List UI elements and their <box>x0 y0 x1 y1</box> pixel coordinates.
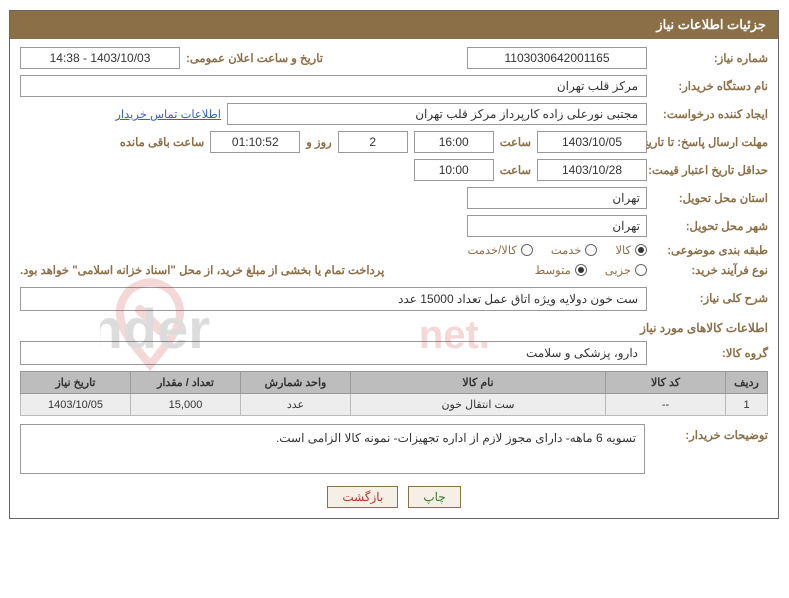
city-label: شهر محل تحویل: <box>653 219 768 233</box>
overall-label: شرح کلی نیاز: <box>653 287 768 305</box>
requester-value: مجتبی نورعلی زاده کارپرداز مرکز قلب تهرا… <box>227 103 647 125</box>
buyer-notes-value: تسویه 6 ماهه- دارای مجوز لازم از اداره ت… <box>20 424 645 474</box>
deadline-label: مهلت ارسال پاسخ: تا تاریخ: <box>653 135 768 149</box>
overall-desc: ست خون دولایه ویژه اتاق عمل تعداد 15000 … <box>20 287 647 311</box>
province-value: تهران <box>467 187 647 209</box>
th-name: نام کالا <box>351 372 606 394</box>
announce-value: 1403/10/03 - 14:38 <box>20 47 180 69</box>
cell-date: 1403/10/05 <box>21 394 131 416</box>
validity-label: حداقل تاریخ اعتبار قیمت: تا تاریخ: <box>653 163 768 177</box>
validity-time: 10:00 <box>414 159 494 181</box>
deadline-date: 1403/10/05 <box>537 131 647 153</box>
process-radio-group: جزیی متوسط <box>535 263 647 277</box>
cell-unit: عدد <box>241 394 351 416</box>
table-row: 1--ست انتقال خونعدد15,0001403/10/05 <box>21 394 768 416</box>
buyer-notes-label: توضیحات خریدار: <box>653 424 768 442</box>
group-value: دارو، پزشکی و سلامت <box>20 341 647 365</box>
validity-date: 1403/10/28 <box>537 159 647 181</box>
buyer-org-label: نام دستگاه خریدار: <box>653 79 768 93</box>
radio-medium[interactable]: متوسط <box>535 263 587 277</box>
payment-note: پرداخت تمام یا بخشی از مبلغ خرید، از محل… <box>20 263 384 277</box>
days-and: روز و <box>306 135 331 149</box>
items-table: ردیف کد کالا نام کالا واحد شمارش تعداد /… <box>20 371 768 416</box>
deadline-time: 16:00 <box>414 131 494 153</box>
cell-name: ست انتقال خون <box>351 394 606 416</box>
cell-code: -- <box>606 394 726 416</box>
th-qty: تعداد / مقدار <box>131 372 241 394</box>
buyer-contact-link[interactable]: اطلاعات تماس خریدار <box>115 107 221 121</box>
process-label: نوع فرآیند خرید: <box>653 263 768 277</box>
table-header-row: ردیف کد کالا نام کالا واحد شمارش تعداد /… <box>21 372 768 394</box>
category-label: طبقه بندی موضوعی: <box>653 243 768 257</box>
items-title: اطلاعات کالاهای مورد نیاز <box>20 321 768 335</box>
th-code: کد کالا <box>606 372 726 394</box>
announce-label: تاریخ و ساعت اعلان عمومی: <box>186 51 323 65</box>
need-no-label: شماره نیاز: <box>653 51 768 65</box>
th-date: تاریخ نیاز <box>21 372 131 394</box>
buyer-org-value: مرکز قلب تهران <box>20 75 647 97</box>
city-value: تهران <box>467 215 647 237</box>
radio-goods[interactable]: کالا <box>615 243 647 257</box>
remaining-label: ساعت باقی مانده <box>120 135 204 149</box>
category-radio-group: کالا خدمت کالا/خدمت <box>468 243 648 257</box>
requester-label: ایجاد کننده درخواست: <box>653 107 768 121</box>
th-row: ردیف <box>726 372 768 394</box>
print-button[interactable]: چاپ <box>408 486 460 508</box>
countdown: 01:10:52 <box>210 131 300 153</box>
days-count: 2 <box>338 131 408 153</box>
time-word-1: ساعت <box>500 135 531 149</box>
form-header: جزئیات اطلاعات نیاز <box>10 11 778 39</box>
back-button[interactable]: بازگشت <box>327 486 398 508</box>
need-no-value: 1103030642001165 <box>467 47 647 69</box>
radio-small[interactable]: جزیی <box>605 263 647 277</box>
th-unit: واحد شمارش <box>241 372 351 394</box>
header-title: جزئیات اطلاعات نیاز <box>656 17 766 32</box>
time-word-2: ساعت <box>500 163 531 177</box>
cell-qty: 15,000 <box>131 394 241 416</box>
cell-row: 1 <box>726 394 768 416</box>
radio-both[interactable]: کالا/خدمت <box>468 243 533 257</box>
form-container: جزئیات اطلاعات نیاز شماره نیاز: 11030306… <box>9 10 779 519</box>
province-label: استان محل تحویل: <box>653 191 768 205</box>
group-label: گروه کالا: <box>653 346 768 360</box>
radio-service[interactable]: خدمت <box>551 243 598 257</box>
